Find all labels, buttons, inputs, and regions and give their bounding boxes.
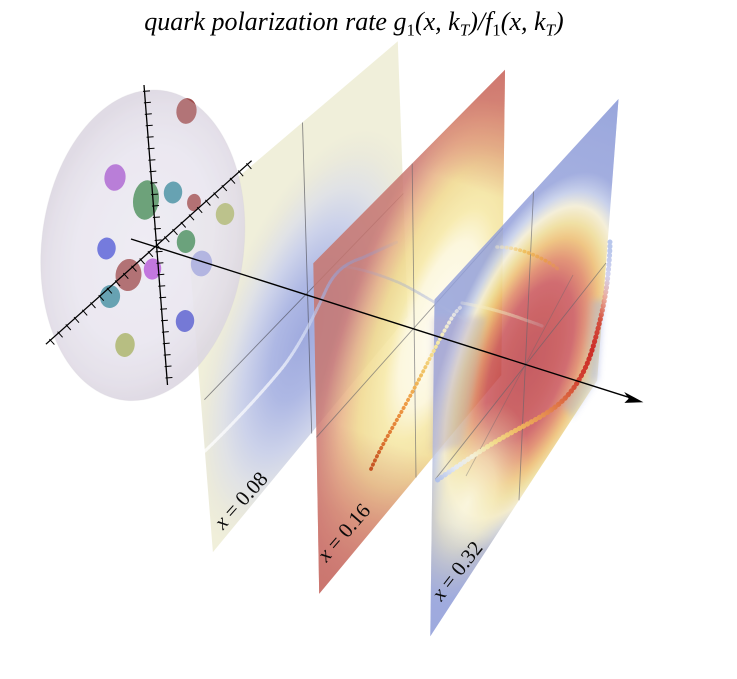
svg-text:quark polarization rate g1(x,: quark polarization rate g1(x, kT)/f1(x, … bbox=[144, 7, 563, 40]
